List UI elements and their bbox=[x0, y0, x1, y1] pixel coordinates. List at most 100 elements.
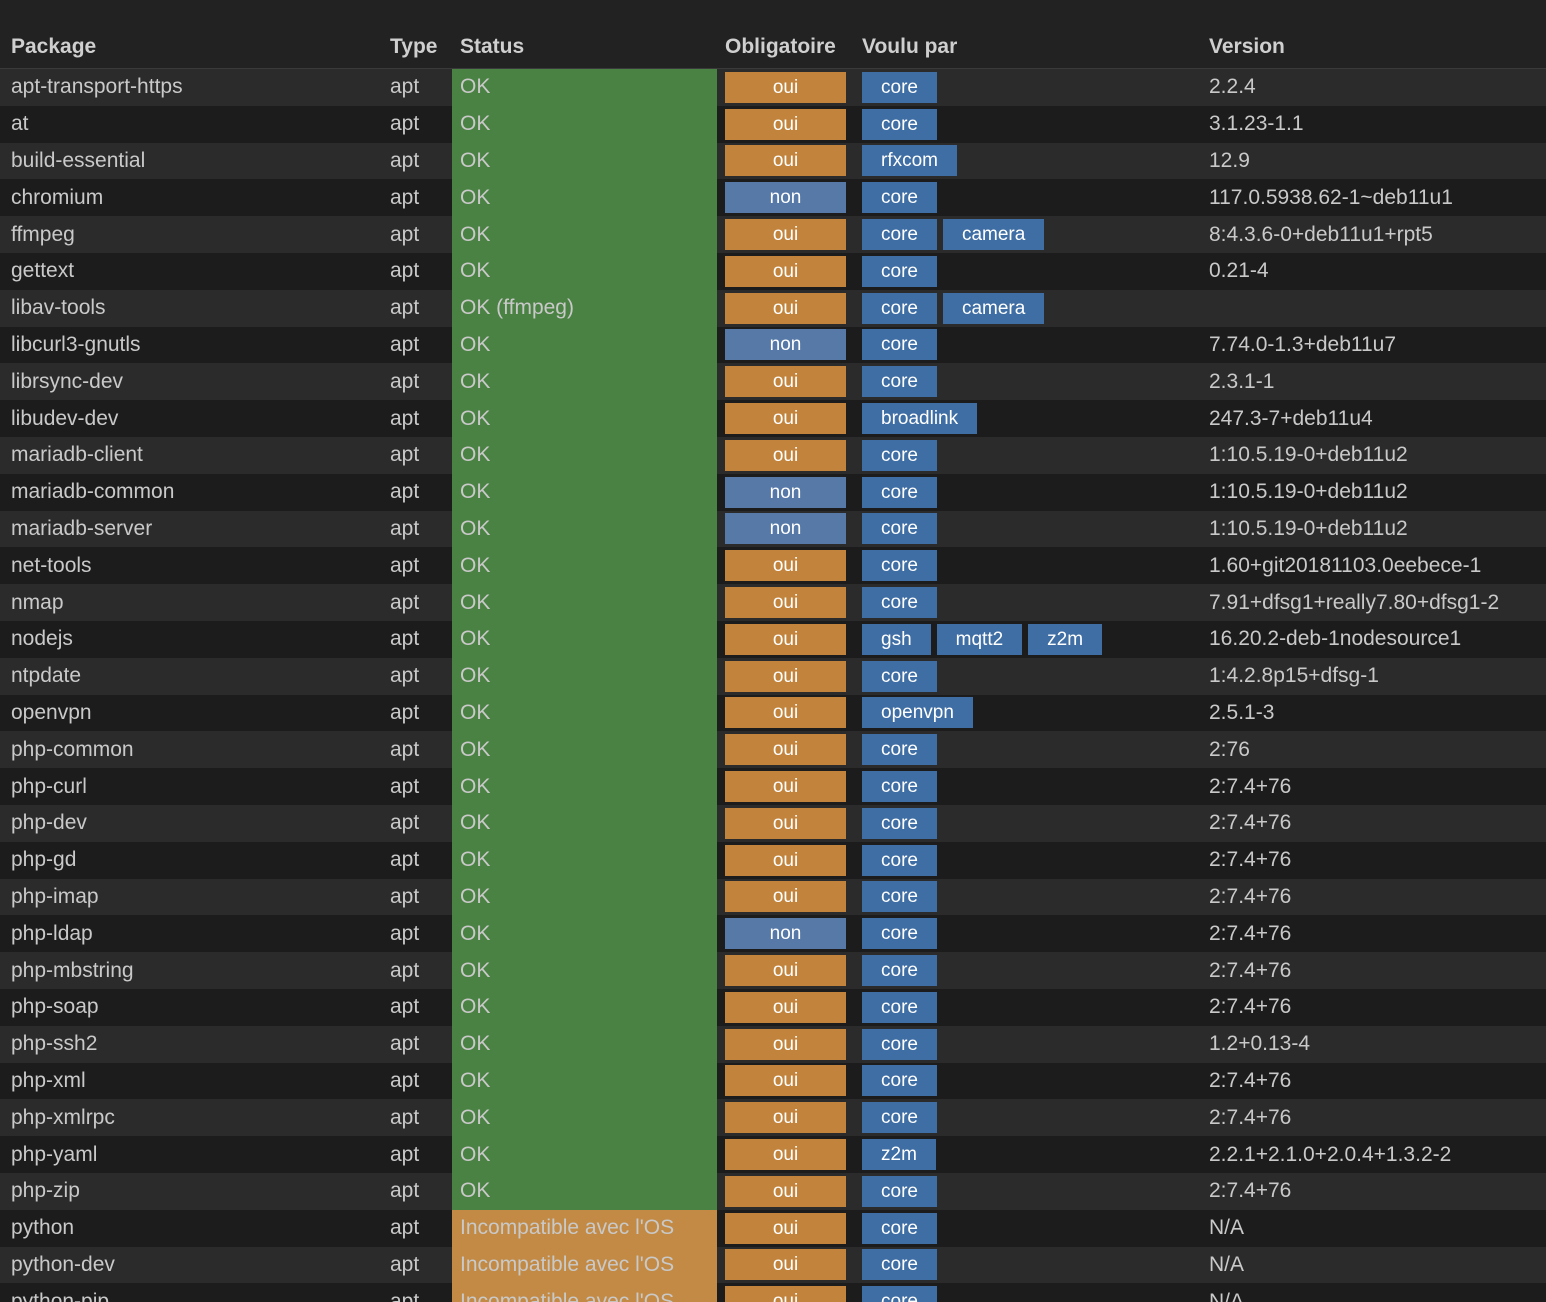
package-version: 2.2.4 bbox=[1209, 68, 1546, 106]
wanted-by-badge[interactable]: core bbox=[862, 1249, 937, 1281]
packages-table: Package Type Status Obligatoire Voulu pa… bbox=[0, 26, 1546, 1302]
package-type: apt bbox=[390, 841, 452, 879]
obligatoire-badge: non bbox=[725, 513, 846, 545]
package-type: apt bbox=[390, 1136, 452, 1173]
wanted-by-cell: core bbox=[862, 952, 1209, 989]
package-type: apt bbox=[390, 1246, 452, 1284]
wanted-by-badge[interactable]: core bbox=[862, 71, 937, 103]
obligatoire-cell: oui bbox=[725, 731, 862, 769]
obligatoire-badge: oui bbox=[725, 697, 846, 729]
wanted-by-badge[interactable]: z2m bbox=[1028, 623, 1103, 655]
wanted-by-badge[interactable]: core bbox=[862, 329, 937, 361]
obligatoire-badge: oui bbox=[725, 734, 846, 766]
wanted-by-badge[interactable]: core bbox=[862, 1175, 937, 1207]
obligatoire-cell: non bbox=[725, 915, 862, 953]
status-cell: OK bbox=[452, 1172, 717, 1210]
obligatoire-cell: oui bbox=[725, 105, 862, 143]
wanted-by-cell: core bbox=[862, 1283, 1209, 1302]
wanted-by-badge[interactable]: rfxcom bbox=[862, 145, 957, 177]
wanted-by-badge[interactable]: core bbox=[862, 1102, 937, 1134]
package-name: php-mbstring bbox=[0, 952, 390, 989]
table-row: ntpdate apt OK oui core 1:4.2.8p15+dfsg-1 bbox=[0, 657, 1546, 695]
obligatoire-cell: oui bbox=[725, 694, 862, 732]
package-type: apt bbox=[390, 252, 452, 290]
wanted-by-badge[interactable]: core bbox=[862, 366, 937, 398]
header-status[interactable]: Status bbox=[452, 26, 717, 69]
wanted-by-badge[interactable]: core bbox=[862, 881, 937, 913]
wanted-by-badge[interactable]: core bbox=[862, 550, 937, 582]
obligatoire-badge: oui bbox=[725, 771, 846, 803]
cell-gap bbox=[717, 68, 725, 106]
wanted-by-badge[interactable]: core bbox=[862, 476, 937, 508]
table-row: php-ssh2 apt OK oui core 1.2+0.13-4 bbox=[0, 1025, 1546, 1063]
wanted-by-badge[interactable]: core bbox=[862, 1065, 937, 1097]
wanted-by-badge[interactable]: core bbox=[862, 439, 937, 471]
wanted-by-badge[interactable]: core bbox=[862, 219, 937, 251]
wanted-by-badge[interactable]: mqtt2 bbox=[936, 623, 1023, 655]
wanted-by-badge[interactable]: core bbox=[862, 955, 937, 987]
wanted-by-badge[interactable]: core bbox=[862, 807, 937, 839]
cell-gap bbox=[717, 841, 725, 879]
wanted-by-badge[interactable]: core bbox=[862, 108, 937, 140]
obligatoire-cell: oui bbox=[725, 68, 862, 106]
header-voulu-par[interactable]: Voulu par bbox=[862, 26, 1209, 69]
wanted-by-badge[interactable]: core bbox=[862, 918, 937, 950]
wanted-by-badge[interactable]: camera bbox=[942, 219, 1045, 251]
wanted-by-badge[interactable]: z2m bbox=[862, 1139, 936, 1170]
status-cell: OK bbox=[452, 547, 717, 585]
wanted-by-badge[interactable]: gsh bbox=[862, 623, 931, 655]
status-cell: OK bbox=[452, 105, 717, 143]
package-name: nodejs bbox=[0, 620, 390, 658]
wanted-by-badge[interactable]: core bbox=[862, 734, 937, 766]
package-name: php-zip bbox=[0, 1172, 390, 1210]
wanted-by-badge[interactable]: core bbox=[862, 513, 937, 545]
obligatoire-badge: oui bbox=[725, 71, 846, 103]
obligatoire-cell: non bbox=[725, 473, 862, 511]
header-type[interactable]: Type bbox=[390, 26, 452, 69]
wanted-by-badge[interactable]: core bbox=[862, 182, 937, 214]
wanted-by-badge[interactable]: core bbox=[862, 771, 937, 803]
package-version: 0.21-4 bbox=[1209, 252, 1546, 290]
wanted-by-badge[interactable]: core bbox=[862, 1286, 937, 1302]
status-cell: OK bbox=[452, 326, 717, 364]
wanted-by-badge[interactable]: core bbox=[862, 292, 937, 324]
package-name: mariadb-client bbox=[0, 436, 390, 474]
wanted-by-cell: core bbox=[862, 988, 1209, 1026]
table-row: chromium apt OK non core 117.0.5938.62-1~deb1… bbox=[0, 179, 1546, 217]
package-version: N/A bbox=[1209, 1209, 1546, 1247]
wanted-by-badge[interactable]: core bbox=[862, 1212, 937, 1244]
wanted-by-badge[interactable]: core bbox=[862, 660, 937, 692]
header-package[interactable]: Package bbox=[0, 26, 390, 69]
status-cell: Incompatible avec l'OS bbox=[452, 1283, 717, 1302]
wanted-by-cell: core bbox=[862, 1062, 1209, 1100]
table-row: php-mbstring apt OK oui core 2:7.4+76 bbox=[0, 952, 1546, 989]
wanted-by-badge[interactable]: camera bbox=[942, 292, 1045, 324]
obligatoire-badge: oui bbox=[725, 1065, 846, 1097]
header-obligatoire[interactable]: Obligatoire bbox=[725, 26, 862, 69]
package-name: openvpn bbox=[0, 694, 390, 732]
package-type: apt bbox=[390, 804, 452, 842]
header-version[interactable]: Version bbox=[1209, 26, 1546, 69]
package-type: apt bbox=[390, 363, 452, 401]
package-name: ffmpeg bbox=[0, 216, 390, 253]
obligatoire-badge: oui bbox=[725, 292, 846, 324]
package-version: 1:10.5.19-0+deb11u2 bbox=[1209, 473, 1546, 511]
wanted-by-badge[interactable]: broadlink bbox=[862, 403, 978, 435]
wanted-by-badge[interactable]: core bbox=[862, 1028, 937, 1060]
wanted-by-badge[interactable]: core bbox=[862, 844, 937, 876]
table-row: php-curl apt OK oui core 2:7.4+76 bbox=[0, 768, 1546, 805]
obligatoire-cell: oui bbox=[725, 142, 862, 180]
wanted-by-badge[interactable]: openvpn bbox=[862, 697, 973, 729]
wanted-by-badge[interactable]: core bbox=[862, 255, 937, 287]
wanted-by-badge[interactable]: core bbox=[862, 587, 937, 619]
obligatoire-badge: non bbox=[725, 182, 846, 214]
package-type: apt bbox=[390, 326, 452, 364]
package-type: apt bbox=[390, 510, 452, 548]
table-row: ffmpeg apt OK oui core camera 8:4.3.6-0+deb11u… bbox=[0, 216, 1546, 253]
obligatoire-badge: oui bbox=[725, 366, 846, 398]
obligatoire-badge: non bbox=[725, 329, 846, 361]
package-type: apt bbox=[390, 731, 452, 769]
wanted-by-badge[interactable]: core bbox=[862, 991, 937, 1023]
package-type: apt bbox=[390, 768, 452, 805]
